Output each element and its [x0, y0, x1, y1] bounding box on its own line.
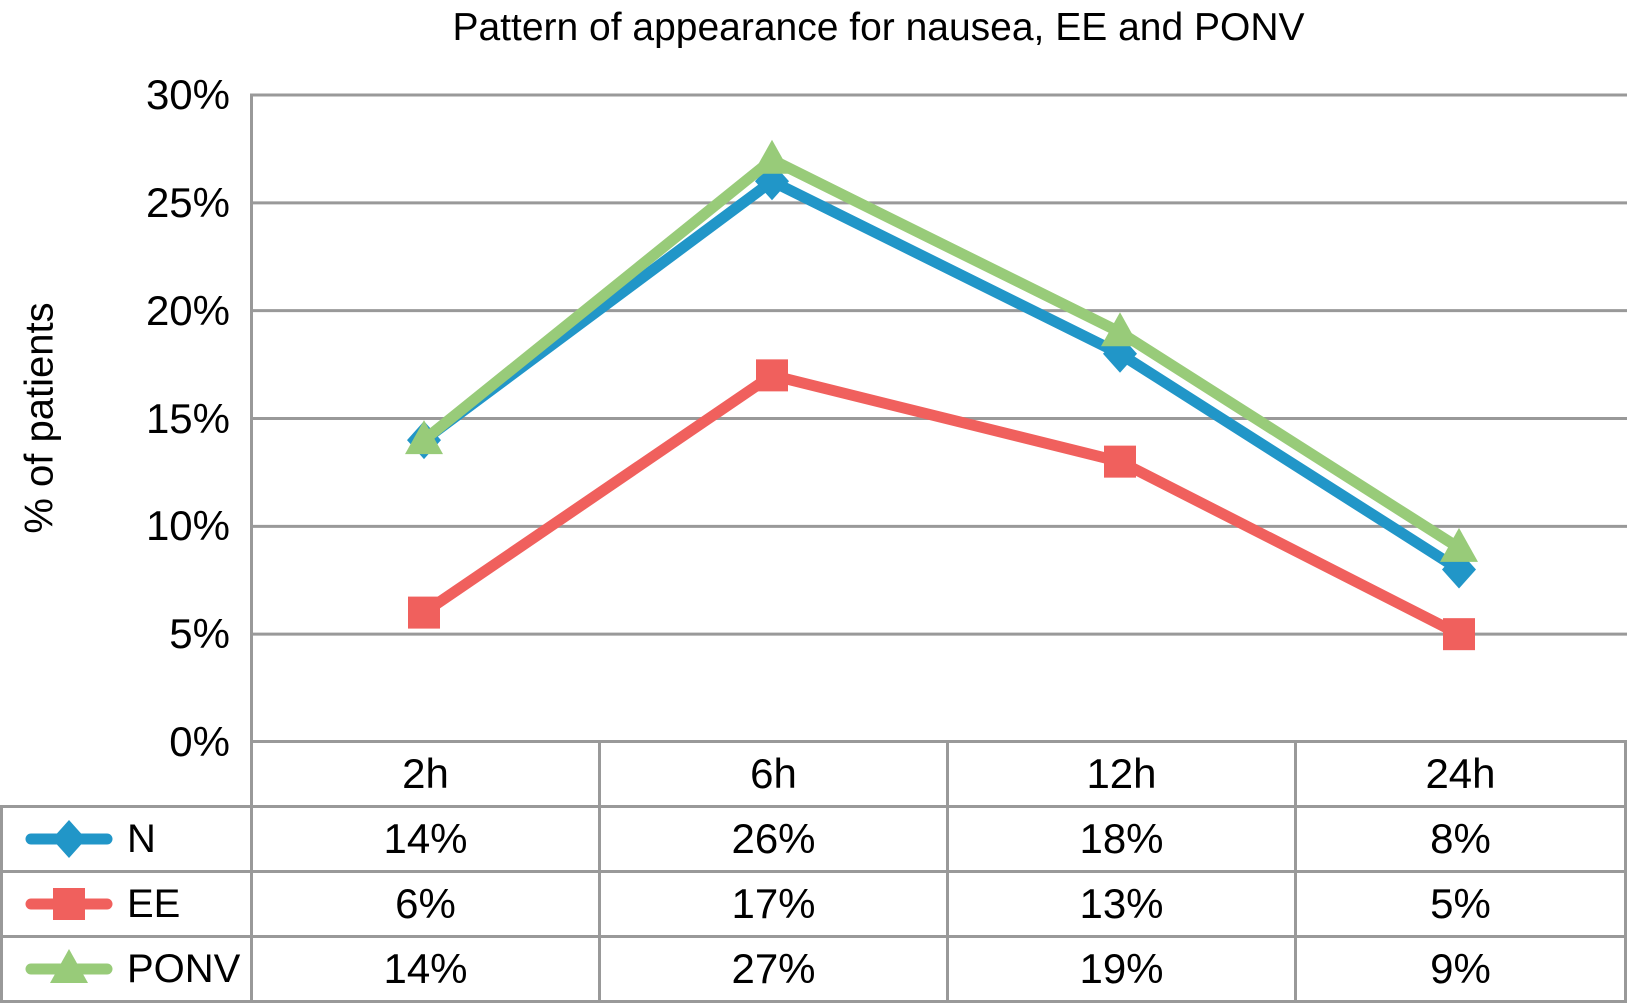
- series-marker-triangle: [405, 420, 443, 455]
- table-value-cell: 17%: [598, 870, 949, 938]
- table-value-cell: 9%: [1294, 935, 1627, 1003]
- x-category-header: 12h: [946, 740, 1297, 808]
- table-value-cell: 5%: [1294, 870, 1627, 938]
- series-marker-diamond: [52, 820, 86, 858]
- x-category-header: 2h: [250, 740, 601, 808]
- legend-entry: PONV: [5, 946, 249, 992]
- y-tick-label: 30%: [145, 71, 230, 118]
- table-value-cell: 14%: [250, 805, 601, 873]
- table-value-cell: 14%: [250, 935, 601, 1003]
- legend-header-cell: [1, 741, 253, 807]
- series-marker-triangle: [1101, 312, 1139, 347]
- series-marker-square: [756, 359, 788, 392]
- legend-label: EE: [127, 881, 181, 926]
- series-line-ponv: [418, 154, 1465, 554]
- y-tick-label: 25%: [145, 178, 230, 226]
- series-marker-square: [1104, 445, 1136, 478]
- table-header-row: 2h 6h 12h 24h: [1, 740, 1627, 808]
- legend-entry: N: [5, 816, 249, 862]
- table-value-cell: 13%: [946, 870, 1297, 938]
- y-tick-label: 5%: [169, 610, 230, 658]
- table-value-cell: 8%: [1294, 805, 1627, 873]
- legend-cell-n: N: [0, 805, 253, 873]
- x-category-header: 24h: [1294, 740, 1627, 808]
- y-tick-label: 10%: [145, 502, 230, 550]
- series-line-n: [418, 175, 1465, 575]
- series-marker-triangle: [1440, 527, 1478, 562]
- y-tick-label: 20%: [145, 286, 230, 334]
- chart-title: Pattern of appearance for nausea, EE and…: [452, 6, 1305, 49]
- series-marker-square: [53, 888, 85, 920]
- legend-swatch-square-icon: [25, 888, 113, 920]
- table-value-cell: 6%: [250, 870, 601, 938]
- table-row: EE 6% 17% 13% 5%: [0, 870, 1627, 938]
- legend-cell-ee: EE: [0, 870, 253, 938]
- legend-label: PONV: [127, 946, 241, 991]
- table-value-cell: 18%: [946, 805, 1297, 873]
- series-line-ee: [418, 369, 1465, 640]
- series-marker-triangle: [50, 949, 88, 983]
- data-table-and-legend: 2h 6h 12h 24h N 14% 26% 18% 8% EE 6% 17% 13% 5% PONV 14…: [0, 740, 1627, 1003]
- legend-swatch-triangle-icon: [25, 949, 113, 983]
- table-row: N 14% 26% 18% 8%: [0, 805, 1627, 873]
- legend-swatch-diamond-icon: [25, 820, 113, 858]
- series-marker-square: [1443, 618, 1475, 651]
- series-marker-triangle: [753, 139, 791, 174]
- legend-entry: EE: [5, 881, 249, 927]
- legend-label: N: [127, 816, 156, 861]
- x-category-header: 6h: [598, 740, 949, 808]
- table-value-cell: 19%: [946, 935, 1297, 1003]
- table-value-cell: 27%: [598, 935, 949, 1003]
- legend-cell-ponv: PONV: [0, 935, 253, 1003]
- series-marker-square: [408, 596, 440, 629]
- table-row: PONV 14% 27% 19% 9%: [0, 935, 1627, 1003]
- y-tick-label: 15%: [145, 394, 230, 442]
- table-value-cell: 26%: [598, 805, 949, 873]
